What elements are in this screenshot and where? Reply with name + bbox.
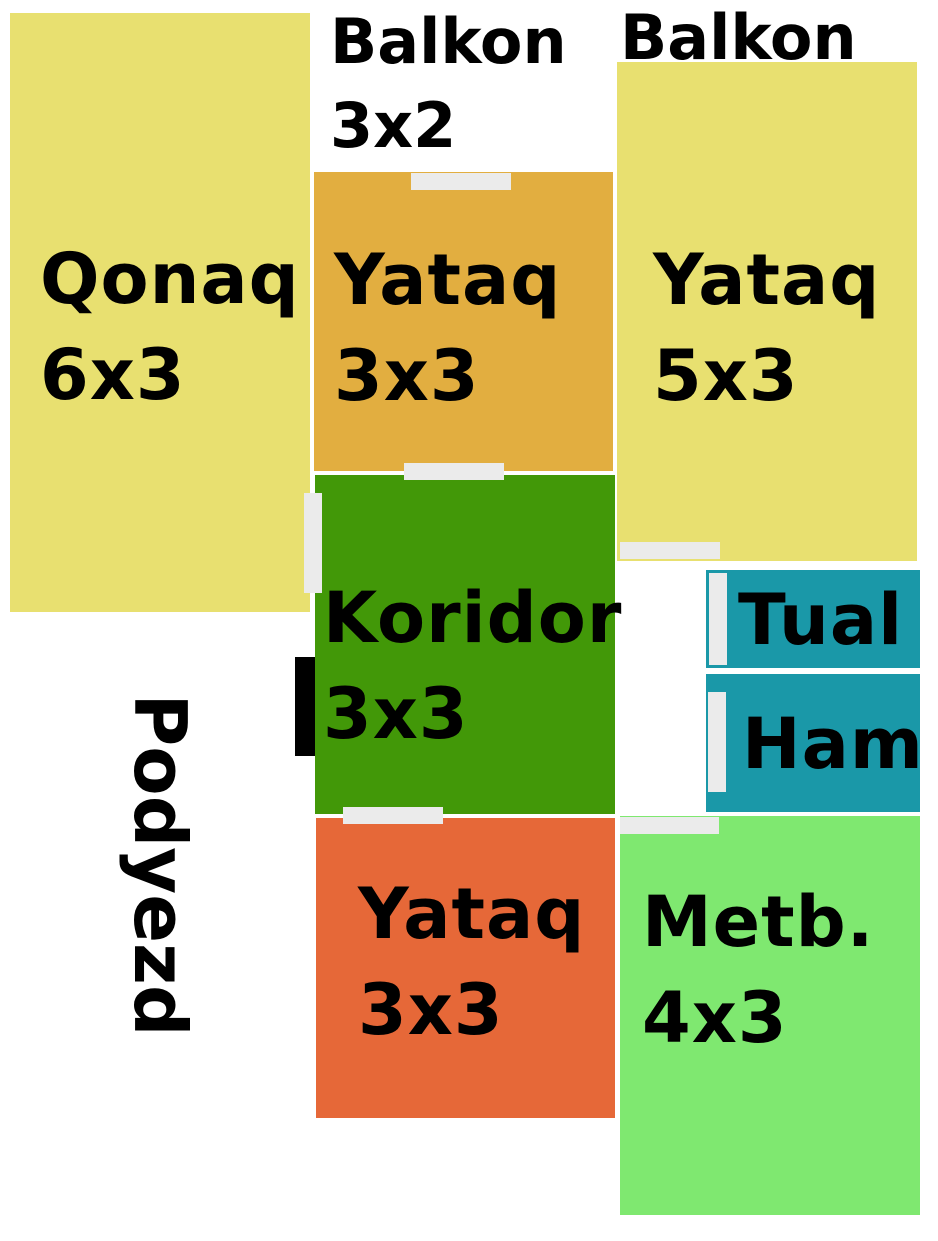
balkon-left-label: Balkon 3x2 xyxy=(330,0,567,168)
podyezd-label: Podyezd xyxy=(118,693,202,1037)
room-name: Koridor xyxy=(323,577,623,659)
entrance-door xyxy=(295,657,315,756)
door xyxy=(304,493,322,593)
room-ham: Ham xyxy=(706,674,923,812)
room-tual: Tual xyxy=(706,570,920,668)
door xyxy=(708,692,726,792)
room-name: Yataq xyxy=(334,239,562,321)
room-size: 6x3 xyxy=(40,334,186,416)
door xyxy=(620,817,719,834)
door xyxy=(620,542,720,559)
room-name: Qonaq xyxy=(40,238,300,320)
room-size: 3x3 xyxy=(358,969,504,1051)
room-size: 3x3 xyxy=(323,673,469,755)
balkon-left-size: 3x2 xyxy=(330,89,457,162)
room-qonaq: Qonaq 6x3 xyxy=(10,13,310,612)
room-yataq-bottom: Yataq 3x3 xyxy=(316,818,615,1118)
balkon-right-name: Balkon xyxy=(620,1,857,74)
door xyxy=(709,573,727,665)
room-yataq-top: Yataq 3x3 xyxy=(314,172,613,471)
door xyxy=(411,173,511,190)
balkon-left-name: Balkon xyxy=(330,5,567,78)
room-metbex: Metb. 4x3 xyxy=(620,816,920,1215)
room-name: Tual xyxy=(738,579,904,661)
balkon-right-label: Balkon xyxy=(620,0,857,80)
room-name: Yataq xyxy=(653,239,881,321)
room-koridor: Koridor 3x3 xyxy=(315,475,621,814)
room-name: Yataq xyxy=(358,873,586,955)
room-name: Ham xyxy=(742,703,924,785)
room-size: 3x3 xyxy=(334,335,480,417)
door xyxy=(343,807,443,824)
room-size: 4x3 xyxy=(642,977,788,1059)
room-size: 5x3 xyxy=(653,335,799,417)
door xyxy=(404,463,504,480)
room-name: Metb. xyxy=(642,881,875,963)
room-yataq-right: Yataq 5x3 xyxy=(617,62,917,561)
